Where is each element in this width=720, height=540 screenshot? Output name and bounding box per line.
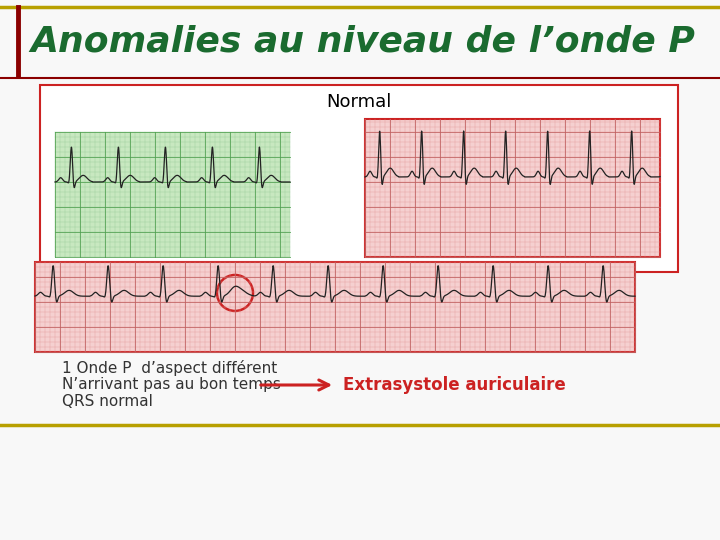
Bar — [55, 132, 290, 257]
Bar — [40, 85, 678, 272]
Text: QRS normal: QRS normal — [62, 395, 153, 409]
Text: 1 Onde P  d’aspect différent: 1 Onde P d’aspect différent — [62, 360, 277, 376]
Text: N’arrivant pas au bon temps: N’arrivant pas au bon temps — [62, 377, 281, 393]
Bar — [365, 119, 660, 257]
Bar — [35, 262, 635, 352]
Text: Normal: Normal — [326, 93, 392, 111]
Text: Extrasystole auriculaire: Extrasystole auriculaire — [343, 376, 566, 394]
Text: Anomalies au niveau de l’onde P: Anomalies au niveau de l’onde P — [30, 25, 695, 59]
